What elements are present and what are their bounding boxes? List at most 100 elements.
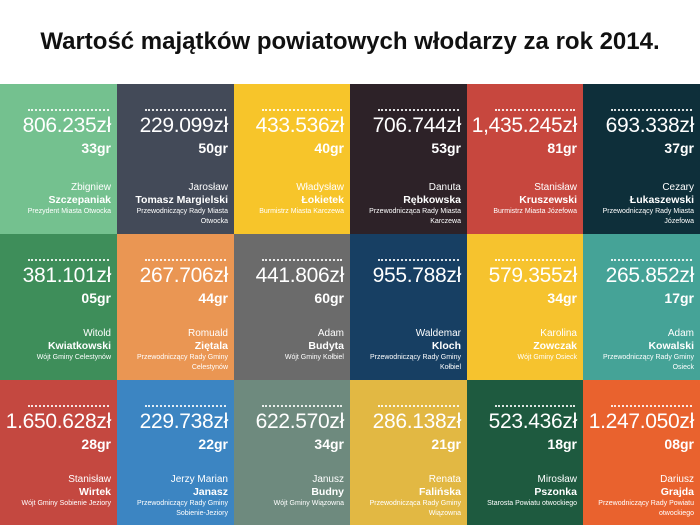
- first-name: Mirosław: [537, 474, 577, 485]
- person-tile: 1,435.245zł 81gr Stanisław Kruszewski Bu…: [467, 84, 583, 234]
- person-info: Witold Kwiatkowski Wójt Gminy Celestynów: [37, 327, 111, 363]
- person-tile: 267.706zł 44gr Romuald Ziętala Przewodni…: [117, 234, 234, 380]
- dotted-divider: [378, 259, 459, 261]
- person-tile: 706.744zł 53gr Danuta Rębkowska Przewodn…: [350, 84, 467, 234]
- person-tile: 955.788zł Waldemar Kloch Przewodniczący …: [350, 234, 467, 380]
- role-title: Starosta Powiatu otwockiego: [487, 500, 577, 507]
- role-title: Przewodniczący Rady Powiatu otwockiego: [598, 500, 694, 517]
- asset-grosze: 21gr: [431, 436, 461, 452]
- asset-amount: 693.338zł: [605, 114, 695, 137]
- person-info: Władysław Łokietek Burmistrz Miasta Karc…: [259, 181, 344, 217]
- person-info: Jarosław Tomasz Margielski Przewodnicząc…: [128, 181, 228, 227]
- asset-grosze: 34gr: [314, 436, 344, 452]
- asset-grosze: 18gr: [547, 436, 577, 452]
- dotted-divider: [145, 405, 226, 407]
- asset-amount: 1.247.050zł: [588, 410, 695, 433]
- asset-amount: 229.099zł: [139, 114, 229, 137]
- person-tile: 265.852zł 17gr Adam Kowalski Przewodnicz…: [583, 234, 700, 380]
- role-title: Prezydent Miasta Otwocka: [27, 208, 111, 215]
- dotted-divider: [262, 109, 342, 111]
- last-name: Tomasz Margielski: [135, 194, 228, 206]
- person-info: Adam Budyta Wójt Gminy Kołbiel: [285, 327, 344, 363]
- first-name: Renata: [428, 474, 461, 485]
- person-info: Danuta Rębkowska Przewodnicząca Rady Mia…: [361, 181, 461, 227]
- person-tile: 1.247.050zł 08gr Dariusz Grajda Przewodn…: [583, 380, 700, 525]
- person-info: Jerzy Marian Janasz Przewodniczący Rady …: [128, 473, 228, 519]
- first-name: Adam: [317, 328, 344, 339]
- person-tile: 433.536zł 40gr Władysław Łokietek Burmis…: [234, 84, 350, 234]
- asset-amount: 267.706zł: [139, 264, 229, 287]
- person-info: Dariusz Grajda Przewodniczący Rady Powia…: [594, 473, 694, 519]
- person-tile: 806.235zł 33gr Zbigniew Szczepaniak Prez…: [0, 84, 117, 234]
- asset-grosze: 08gr: [664, 436, 694, 452]
- last-name: Janasz: [192, 486, 228, 498]
- dotted-divider: [262, 259, 342, 261]
- first-name: Władysław: [296, 182, 344, 193]
- dotted-divider: [611, 259, 692, 261]
- person-info: Janusz Budny Wójt Gminy Wiązowna: [274, 473, 344, 509]
- last-name: Pszonka: [534, 486, 577, 498]
- role-title: Przewodniczący Rady Miasta Józefowa: [602, 208, 694, 225]
- person-tile: 693.338zł 37gr Cezary Łukaszewski Przewo…: [583, 84, 700, 234]
- last-name: Kloch: [431, 340, 461, 352]
- dotted-divider: [262, 405, 342, 407]
- dotted-divider: [378, 109, 459, 111]
- dotted-divider: [378, 405, 459, 407]
- dotted-divider: [495, 405, 575, 407]
- last-name: Łukaszewski: [629, 194, 694, 206]
- person-tile: 579.355zł 34gr Karolina Zowczak Wójt Gmi…: [467, 234, 583, 380]
- last-name: Zowczak: [533, 340, 577, 352]
- last-name: Łokietek: [301, 194, 344, 206]
- person-info: Karolina Zowczak Wójt Gminy Osieck: [517, 327, 577, 363]
- dotted-divider: [145, 259, 226, 261]
- person-tile: 622.570zł 34gr Janusz Budny Wójt Gminy W…: [234, 380, 350, 525]
- asset-grosze: 34gr: [547, 290, 577, 306]
- person-info: Romuald Ziętala Przewodniczący Rady Gmin…: [128, 327, 228, 373]
- asset-amount: 579.355zł: [488, 264, 578, 287]
- asset-grosze: 37gr: [664, 140, 694, 156]
- person-info: Zbigniew Szczepaniak Prezydent Miasta Ot…: [28, 181, 111, 217]
- role-title: Wójt Gminy Celestynów: [36, 354, 111, 361]
- dotted-divider: [28, 405, 109, 407]
- role-title: Przewodniczący Rady Gminy Kołbiel: [369, 354, 461, 371]
- role-title: Wójt Gminy Sobienie Jeziory: [21, 500, 111, 507]
- person-info: Renata Falińska Przewodnicząca Rady Gmin…: [361, 473, 461, 519]
- person-tile: 1.650.628zł 28gr Stanisław Wirtek Wójt G…: [0, 380, 117, 525]
- role-title: Wójt Gminy Wiązowna: [273, 500, 344, 507]
- person-info: Adam Kowalski Przewodniczący Rady Gminy …: [594, 327, 694, 373]
- dotted-divider: [495, 259, 575, 261]
- dotted-divider: [611, 405, 692, 407]
- first-name: Cezary: [662, 182, 694, 193]
- last-name: Kruszewski: [519, 194, 577, 206]
- first-name: Karolina: [540, 328, 577, 339]
- person-info: Stanisław Wirtek Wójt Gminy Sobienie Jez…: [22, 473, 111, 509]
- asset-grosze: 44gr: [198, 290, 228, 306]
- first-name: Dariusz: [660, 474, 694, 485]
- role-title: Przewodniczący Rady Gminy Celestynów: [136, 354, 228, 371]
- dotted-divider: [145, 109, 226, 111]
- asset-grosze: 81gr: [547, 140, 577, 156]
- first-name: Janusz: [312, 474, 344, 485]
- asset-grosze: 60gr: [314, 290, 344, 306]
- person-info: Mirosław Pszonka Starosta Powiatu otwock…: [487, 473, 577, 509]
- dotted-divider: [611, 109, 692, 111]
- asset-amount: 523.436zł: [488, 410, 578, 433]
- asset-grosze: 28gr: [81, 436, 111, 452]
- first-name: Zbigniew: [70, 182, 111, 193]
- first-name: Jerzy Marian: [170, 474, 228, 485]
- role-title: Przewodniczący Rady Gminy Osieck: [602, 354, 694, 371]
- person-info: Waldemar Kloch Przewodniczący Rady Gminy…: [361, 327, 461, 373]
- person-tile: 229.738zł 22gr Jerzy Marian Janasz Przew…: [117, 380, 234, 525]
- person-tile: 523.436zł 18gr Mirosław Pszonka Starosta…: [467, 380, 583, 525]
- asset-grosze: 05gr: [81, 290, 111, 306]
- asset-grosze: 40gr: [314, 140, 344, 156]
- last-name: Kowalski: [648, 340, 694, 352]
- asset-grosze: 50gr: [198, 140, 228, 156]
- asset-amount: 1.650.628zł: [5, 410, 112, 433]
- dotted-divider: [495, 109, 575, 111]
- first-name: Waldemar: [415, 328, 461, 339]
- role-title: Wójt Gminy Kołbiel: [284, 354, 344, 361]
- asset-grosze: 33gr: [81, 140, 111, 156]
- person-tile: 441.806zł 60gr Adam Budyta Wójt Gminy Ko…: [234, 234, 350, 380]
- first-name: Stanisław: [68, 474, 111, 485]
